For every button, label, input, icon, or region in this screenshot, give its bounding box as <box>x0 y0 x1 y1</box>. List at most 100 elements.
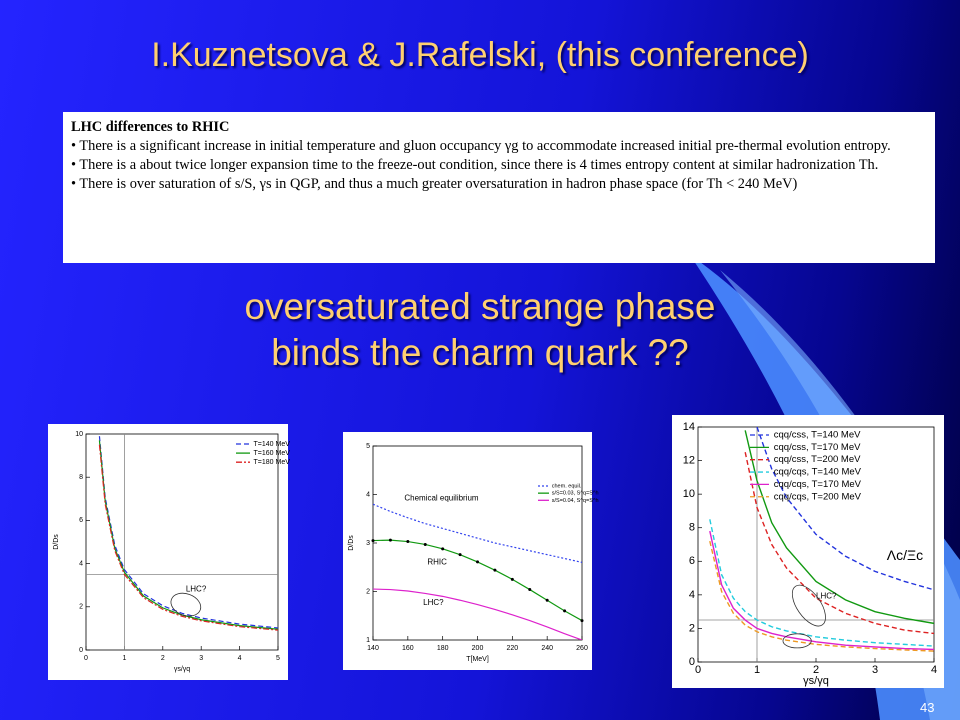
panel-background <box>343 432 592 670</box>
legend-label: chem. equil. <box>552 483 582 489</box>
y-tick-label: 1 <box>366 637 370 644</box>
x-tick-label: 5 <box>276 655 280 662</box>
x-tick-label: 200 <box>472 645 484 652</box>
x-tick-label: 2 <box>813 664 819 676</box>
legend-label: cqq/css, T=170 MeV <box>774 442 861 453</box>
y-axis-label: D/Ds <box>53 534 60 550</box>
x-axis-label: γs/γq <box>803 675 829 687</box>
x-tick-label: 260 <box>576 645 588 652</box>
annotation: LHC? <box>423 598 444 607</box>
y-tick-label: 4 <box>689 589 695 601</box>
legend-label: T=160 MeV <box>254 450 291 457</box>
x-tick-label: 180 <box>437 645 449 652</box>
y-tick-label: 12 <box>683 454 695 466</box>
chart-panel: 0 1 2 3 4 5 0 2 4 6 8 10 γs/γq D/Ds T=140 MeV T=160 MeV… <box>48 424 290 680</box>
series-line <box>709 530 934 651</box>
x-tick-label: 2 <box>161 655 165 662</box>
headline: oversaturated strange phase binds the ch… <box>244 286 716 373</box>
series-marker <box>563 609 567 613</box>
series-line <box>744 430 934 625</box>
x-tick-label: 1 <box>122 655 126 662</box>
series-line <box>373 503 582 563</box>
y-tick-label: 10 <box>75 431 83 438</box>
y-tick-label: 2 <box>689 622 695 634</box>
legend-label: T=140 MeV <box>254 441 291 448</box>
y-tick-label: 8 <box>79 474 83 481</box>
y-tick-label: 14 <box>683 421 695 433</box>
series-marker <box>545 598 549 602</box>
y-tick-label: 4 <box>366 491 370 498</box>
series-marker <box>458 553 462 557</box>
x-tick-label: 4 <box>238 655 242 662</box>
series-line <box>709 540 934 652</box>
x-tick-label: 160 <box>402 645 414 652</box>
x-tick-label: 240 <box>541 645 553 652</box>
annotation: RHIC <box>427 558 447 567</box>
series-marker <box>510 577 514 581</box>
legend-label: T=180 MeV <box>254 459 291 466</box>
series-marker <box>476 560 479 564</box>
excerpt-bullet: • There is a about twice longer expansio… <box>71 157 879 173</box>
x-tick-label: 4 <box>931 664 937 676</box>
series-marker <box>528 588 532 592</box>
y-tick-label: 0 <box>79 647 83 654</box>
series-marker <box>423 542 427 546</box>
x-tick-label: 0 <box>695 664 701 676</box>
y-tick-label: 8 <box>689 522 695 534</box>
series-line <box>98 444 278 631</box>
y-tick-label: 6 <box>79 517 83 524</box>
annotation: LHC? <box>186 585 207 594</box>
y-tick-label: 5 <box>366 443 370 450</box>
y-tick-label: 10 <box>683 488 695 500</box>
annotation: LHC? <box>816 591 837 600</box>
y-tick-label: 6 <box>689 555 695 567</box>
x-axis-label: γs/γq <box>174 666 190 673</box>
panel-background <box>48 424 288 680</box>
legend-label: cqq/cqs, T=170 MeV <box>774 479 862 490</box>
slide-title: I.Kuznetsova & J.Rafelski, (this confere… <box>151 36 809 74</box>
series-marker <box>580 619 584 623</box>
x-tick-label: 0 <box>84 655 88 662</box>
excerpt-heading: LHC differences to RHIC <box>71 119 230 135</box>
plot-frame <box>85 433 279 651</box>
series-line <box>744 452 934 635</box>
series-line <box>98 436 278 629</box>
legend-label: s/S=0.04, S^q=S^h <box>552 498 599 504</box>
series-line <box>373 588 582 640</box>
series-marker <box>371 539 375 543</box>
y-tick-label: 2 <box>366 588 370 595</box>
highlight-ellipse <box>791 584 826 627</box>
excerpt-bullet: • There is over saturation of s/S, γs in… <box>71 176 798 192</box>
page-number: 43 <box>920 700 935 715</box>
legend-label: cqq/cqs, T=140 MeV <box>774 467 862 478</box>
highlight-ellipse <box>782 633 812 649</box>
legend-label: cqq/cqs, T=200 MeV <box>774 491 862 502</box>
annotation: Λc/Ξc <box>887 547 923 563</box>
x-tick-label: 3 <box>872 664 878 676</box>
series-marker <box>493 568 497 572</box>
paper-excerpt: LHC differences to RHIC • There is a sig… <box>63 112 935 263</box>
series-line <box>756 427 934 591</box>
y-tick-label: 4 <box>79 560 83 567</box>
y-tick-label: 3 <box>366 540 370 547</box>
x-axis-label: T[MeV] <box>466 656 489 663</box>
y-axis-label: D/Ds <box>348 535 355 551</box>
x-tick-label: 3 <box>199 655 203 662</box>
legend-label: s/S=0.03, S^q=S^h <box>552 491 599 497</box>
series-marker <box>406 540 410 544</box>
series-marker <box>388 538 392 542</box>
chart-panel: 140 160 180 200 220 240 260 1 2 3 4 5 T[MeV] D/Ds chem… <box>343 432 599 670</box>
highlight-ellipse <box>170 592 202 617</box>
x-tick-label: 1 <box>754 664 760 676</box>
annotation: Chemical equilibrium <box>404 493 479 502</box>
y-tick-label: 0 <box>689 656 695 668</box>
y-tick-label: 2 <box>79 604 83 611</box>
x-tick-label: 140 <box>367 645 379 652</box>
x-tick-label: 220 <box>506 645 518 652</box>
legend-label: cqq/css, T=200 MeV <box>774 454 861 465</box>
series-marker <box>441 547 445 551</box>
legend-label: cqq/css, T=140 MeV <box>774 430 861 441</box>
